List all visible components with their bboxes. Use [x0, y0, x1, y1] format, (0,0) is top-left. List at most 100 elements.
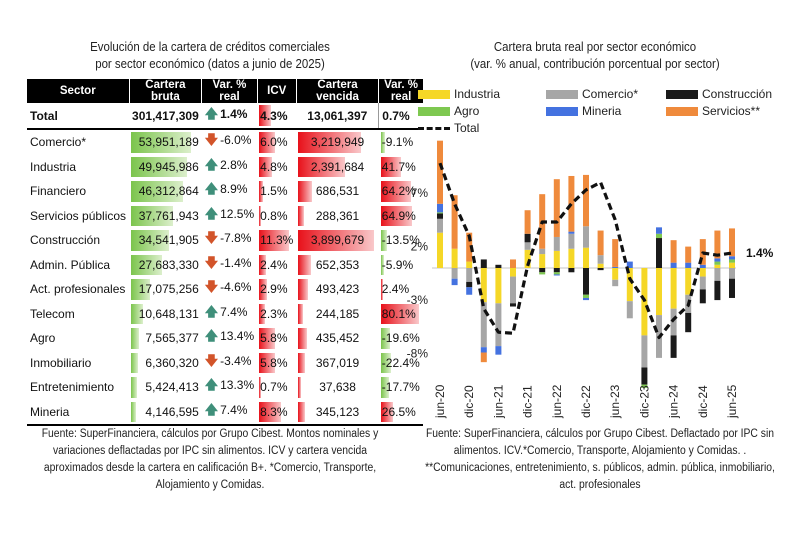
vencida-databar [298, 156, 345, 177]
cell-icv-value: 11.3% [260, 233, 294, 248]
cell-bruta: 4,146,595 [129, 399, 202, 426]
bar-segment-servicios [729, 228, 735, 257]
bruta-databar [131, 377, 138, 398]
bar-segment-comercio [729, 268, 735, 279]
bruta-databar [131, 279, 151, 300]
cell-bruta: 37,761,943 [129, 204, 202, 229]
y-tick-label: -3% [407, 293, 429, 307]
icv-databar [259, 205, 262, 226]
icv-databar [259, 328, 275, 349]
cell-var: 🡇 -4.6% [202, 277, 257, 302]
cell-var2: -17.7% [379, 375, 423, 400]
cell-var2-value: -13.5% [381, 233, 420, 248]
bar-segment-industria [568, 248, 575, 268]
cell-var2-value: -9.1% [381, 135, 414, 150]
cell-bruta-value: 46,312,864 [138, 184, 199, 199]
bar-segment-construccin [714, 280, 721, 301]
cell-vencida-value: 367,019 [315, 355, 360, 370]
cell-icv-value: 2.4% [260, 257, 288, 272]
cell-sector: Admin. Pública [30, 257, 111, 272]
cell-bruta-value: 34,541,905 [138, 233, 199, 248]
cell-vencida: 3,899,679 [296, 228, 379, 253]
cell-var: 🡇 -1.4% [202, 253, 257, 278]
cell-vencida-value: 435,452 [315, 331, 360, 346]
cell-icv-value: 5.8% [260, 331, 288, 346]
icv-databar [259, 303, 266, 324]
bar-segment-comercio [553, 236, 560, 251]
bar-segment-industria [466, 261, 473, 268]
var2-databar [380, 132, 386, 153]
arrow-up-icon: 🡅 [204, 205, 219, 221]
table-row: Servicios públicos 37,761,943 🡅 12.5% 0.8% 2… [27, 204, 423, 229]
bar-segment-construccin [466, 281, 473, 288]
cell-icv: 4.3% [257, 103, 297, 130]
cell-vencida-value: 288,361 [315, 208, 360, 223]
cell-icv-value: 4.3% [260, 108, 288, 123]
cell-var2-value: 64.2% [381, 184, 416, 199]
cell-sector: Agro [30, 331, 56, 346]
table-source-note: Fuente: SuperFinanciera, cálculos por Gr… [41, 428, 379, 491]
cell-icv: 2.9% [257, 277, 296, 302]
legend-swatch [546, 89, 578, 99]
bar-segment-industria [685, 268, 692, 295]
total-line [438, 162, 733, 340]
cell-icv: 0.7% [257, 375, 296, 400]
var2-databar [380, 230, 388, 251]
vencida-databar [298, 401, 306, 422]
bruta-databar [131, 303, 143, 324]
cell-icv-value: 0.8% [260, 208, 288, 223]
bar-segment-agro [714, 261, 721, 265]
legend-label: Servicios** [702, 104, 761, 118]
y-tick-label: 2% [411, 240, 429, 254]
bar-segment-comercio [699, 276, 706, 290]
cell-sector: Telecom [30, 306, 75, 321]
var2-databar [380, 303, 419, 324]
chart-source-note: Fuente: SuperFinanciera, cálculos por Gr… [425, 428, 775, 491]
vencida-databar [298, 132, 362, 153]
cell-icv: 0.8% [257, 204, 296, 229]
cell-bruta-value: 7,565,377 [145, 331, 199, 346]
legend-label: Agro [454, 104, 480, 118]
cell-bruta: 34,541,905 [129, 228, 202, 253]
bar-segment-servicios [714, 230, 721, 259]
cell-vencida-value: 686,531 [315, 184, 360, 199]
cell-bruta: 17,075,256 [129, 277, 202, 302]
bar-segment-comercio [612, 279, 619, 287]
bar-segment-comercio [510, 276, 516, 304]
table-row: Financiero 46,312,864 🡅 8.9% 1.5% 686,531 64.… [27, 179, 423, 204]
legend-swatch [546, 106, 578, 116]
bar-segment-construccin [656, 238, 662, 268]
cell-icv: 2.3% [257, 302, 296, 327]
cell-var2: 80.1% [379, 302, 423, 327]
bar-segment-mineria [685, 262, 692, 268]
bruta-databar [131, 181, 183, 202]
icv-databar [259, 377, 262, 398]
cell-bruta-value: 5,424,413 [145, 380, 199, 395]
legend-swatch [418, 89, 450, 99]
header-sector: Sector [27, 79, 130, 103]
cell-icv-value: 2.9% [260, 282, 288, 297]
cell-var2-value: -19.6% [381, 331, 420, 346]
y-tick-label: -8% [407, 347, 429, 361]
cell-sector: Financiero [30, 184, 87, 199]
bruta-databar [131, 401, 136, 422]
bar-segment-mineria [495, 346, 502, 355]
table-row: Industria 49,945,986 🡅 2.8% 4.8% 2,391,684 41… [27, 155, 423, 180]
cell-var2: 64.9% [379, 204, 423, 229]
cell-icv-value: 2.3% [260, 306, 288, 321]
var2-databar [380, 181, 412, 202]
legend-swatch [418, 106, 450, 116]
legend-label: Construcción [702, 87, 773, 101]
cell-vencida: 3,219,949 [296, 129, 379, 155]
icv-databar [259, 105, 272, 126]
x-tick-label: dic-20 [462, 385, 476, 418]
cell-var-value: -4.6% [220, 280, 252, 295]
cell-vencida-value: 652,353 [315, 257, 360, 272]
cell-sector: Total [27, 103, 130, 130]
table-row: Act. profesionales 17,075,256 🡇 -4.6% 2.9% 4… [27, 277, 423, 302]
chart-subtitle: (var. % anual, contribución porcentual p… [470, 56, 720, 71]
legend-label: Industria [454, 87, 501, 101]
cell-vencida-value: 37,638 [319, 380, 356, 395]
cell-bruta: 5,424,413 [129, 375, 202, 400]
